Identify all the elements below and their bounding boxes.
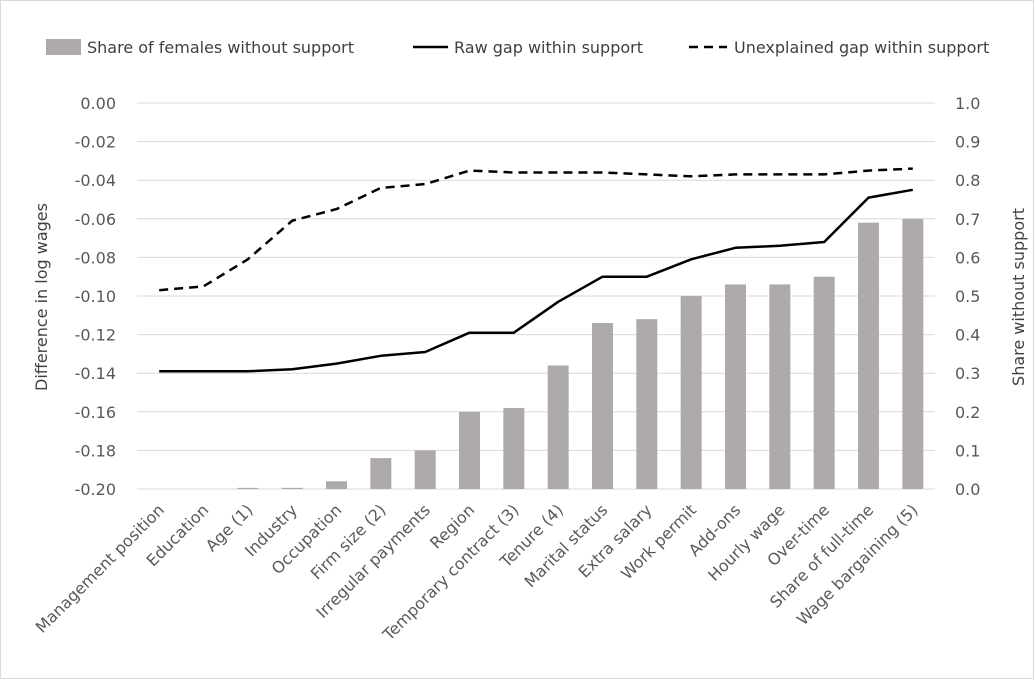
legend: Share of females without support Raw gap… xyxy=(46,38,989,57)
left-tick-label: -0.08 xyxy=(75,248,116,267)
right-tick-label: 0.2 xyxy=(955,403,980,422)
bar xyxy=(680,296,702,489)
left-tick-label: -0.12 xyxy=(75,326,116,345)
right-tick-label: 0.5 xyxy=(955,287,980,306)
left-tick-label: -0.20 xyxy=(75,480,116,499)
legend-item-bars: Share of females without support xyxy=(46,38,354,57)
right-tick-label: 1.0 xyxy=(955,94,980,113)
left-tick-label: -0.04 xyxy=(75,171,116,190)
unexplained-gap-line xyxy=(159,167,913,292)
right-tick-label: 0.9 xyxy=(955,133,980,152)
bar xyxy=(592,323,613,489)
bar xyxy=(370,458,392,489)
bar xyxy=(813,276,835,489)
bar xyxy=(547,365,569,489)
right-tick-label: 0.0 xyxy=(955,480,980,499)
right-tick-label: 0.7 xyxy=(955,210,980,229)
left-tick-label: 0.00 xyxy=(80,94,116,113)
right-tick-label: 0.8 xyxy=(955,171,980,190)
bar xyxy=(459,411,480,489)
bar xyxy=(636,319,658,489)
right-tick-label: 0.1 xyxy=(955,441,980,460)
right-tick-label: 0.4 xyxy=(955,326,980,345)
left-tick-label: -0.06 xyxy=(75,210,116,229)
right-axis-ticks: 1.0 0.9 0.8 0.7 0.6 0.5 0.4 0.3 0.2 0.1 0.0 xyxy=(955,94,980,499)
bar xyxy=(503,407,525,489)
bar xyxy=(725,284,746,489)
left-tick-label: -0.16 xyxy=(75,403,116,422)
legend-swatch-bars xyxy=(46,39,81,55)
bar xyxy=(237,487,259,489)
legend-item-raw-gap: Raw gap within support xyxy=(413,38,643,57)
bar xyxy=(902,218,924,490)
legend-label-bars: Share of females without support xyxy=(87,38,354,57)
legend-item-unexplained-gap: Unexplained gap within support xyxy=(689,38,989,57)
legend-label-raw-gap: Raw gap within support xyxy=(454,38,643,57)
right-axis-title: Share without support xyxy=(1009,208,1028,386)
left-axis-ticks: 0.00 -0.02 -0.04 -0.06 -0.08 -0.10 -0.12 -0.14 -… xyxy=(75,94,116,499)
right-tick-label: 0.3 xyxy=(955,364,980,383)
x-tick-label: Management position xyxy=(32,500,168,636)
left-tick-label: -0.10 xyxy=(75,287,116,306)
bar xyxy=(858,222,879,489)
bar xyxy=(414,450,436,489)
left-tick-label: -0.18 xyxy=(75,441,116,460)
bar xyxy=(281,487,303,489)
raw-gap-line xyxy=(159,188,914,373)
left-tick-label: -0.02 xyxy=(75,133,116,152)
bar xyxy=(326,481,347,489)
bar-series xyxy=(237,218,924,490)
left-axis-title: Difference in log wages xyxy=(32,203,51,391)
left-tick-label: -0.14 xyxy=(75,364,116,383)
gridlines xyxy=(137,102,935,490)
legend-label-unexplained-gap: Unexplained gap within support xyxy=(734,38,989,57)
line-series xyxy=(159,167,914,373)
bar xyxy=(769,284,791,489)
right-tick-label: 0.6 xyxy=(955,248,980,267)
